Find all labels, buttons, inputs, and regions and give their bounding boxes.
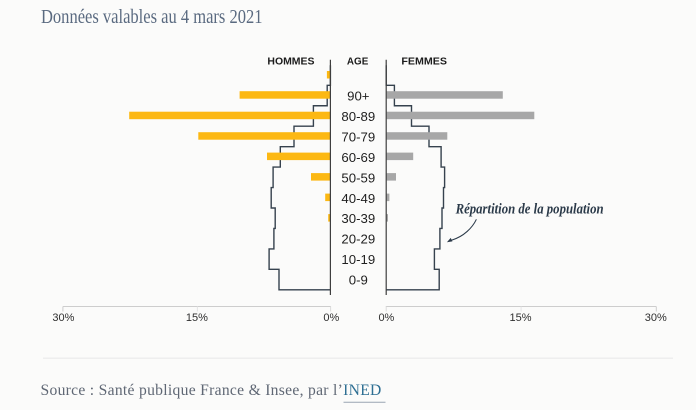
svg-text:Source : Santé publique France: Source : Santé publique France & Insee, …	[41, 382, 382, 399]
svg-text:40-49: 40-49	[341, 191, 375, 206]
svg-text:Données valables au 4 mars 202: Données valables au 4 mars 2021	[41, 7, 263, 28]
svg-text:30%: 30%	[52, 312, 74, 324]
svg-text:50-59: 50-59	[341, 170, 375, 185]
svg-text:80-89: 80-89	[341, 109, 375, 124]
svg-text:70-79: 70-79	[341, 129, 375, 144]
svg-text:10-19: 10-19	[341, 252, 375, 267]
svg-text:0%: 0%	[378, 312, 394, 324]
svg-text:0-9: 0-9	[349, 273, 368, 288]
svg-text:30-39: 30-39	[341, 211, 375, 226]
svg-text:15%: 15%	[509, 312, 531, 324]
svg-text:FEMMES: FEMMES	[401, 57, 447, 68]
svg-text:60-69: 60-69	[341, 150, 375, 165]
svg-text:0%: 0%	[323, 312, 339, 324]
svg-text:90+: 90+	[347, 88, 370, 103]
svg-text:15%: 15%	[186, 312, 208, 324]
svg-text:HOMMES: HOMMES	[267, 57, 314, 68]
svg-text:20-29: 20-29	[341, 232, 375, 247]
svg-text:AGE: AGE	[347, 57, 369, 68]
svg-text:30%: 30%	[645, 312, 667, 324]
svg-text:Répartition de la population: Répartition de la population	[455, 202, 604, 218]
